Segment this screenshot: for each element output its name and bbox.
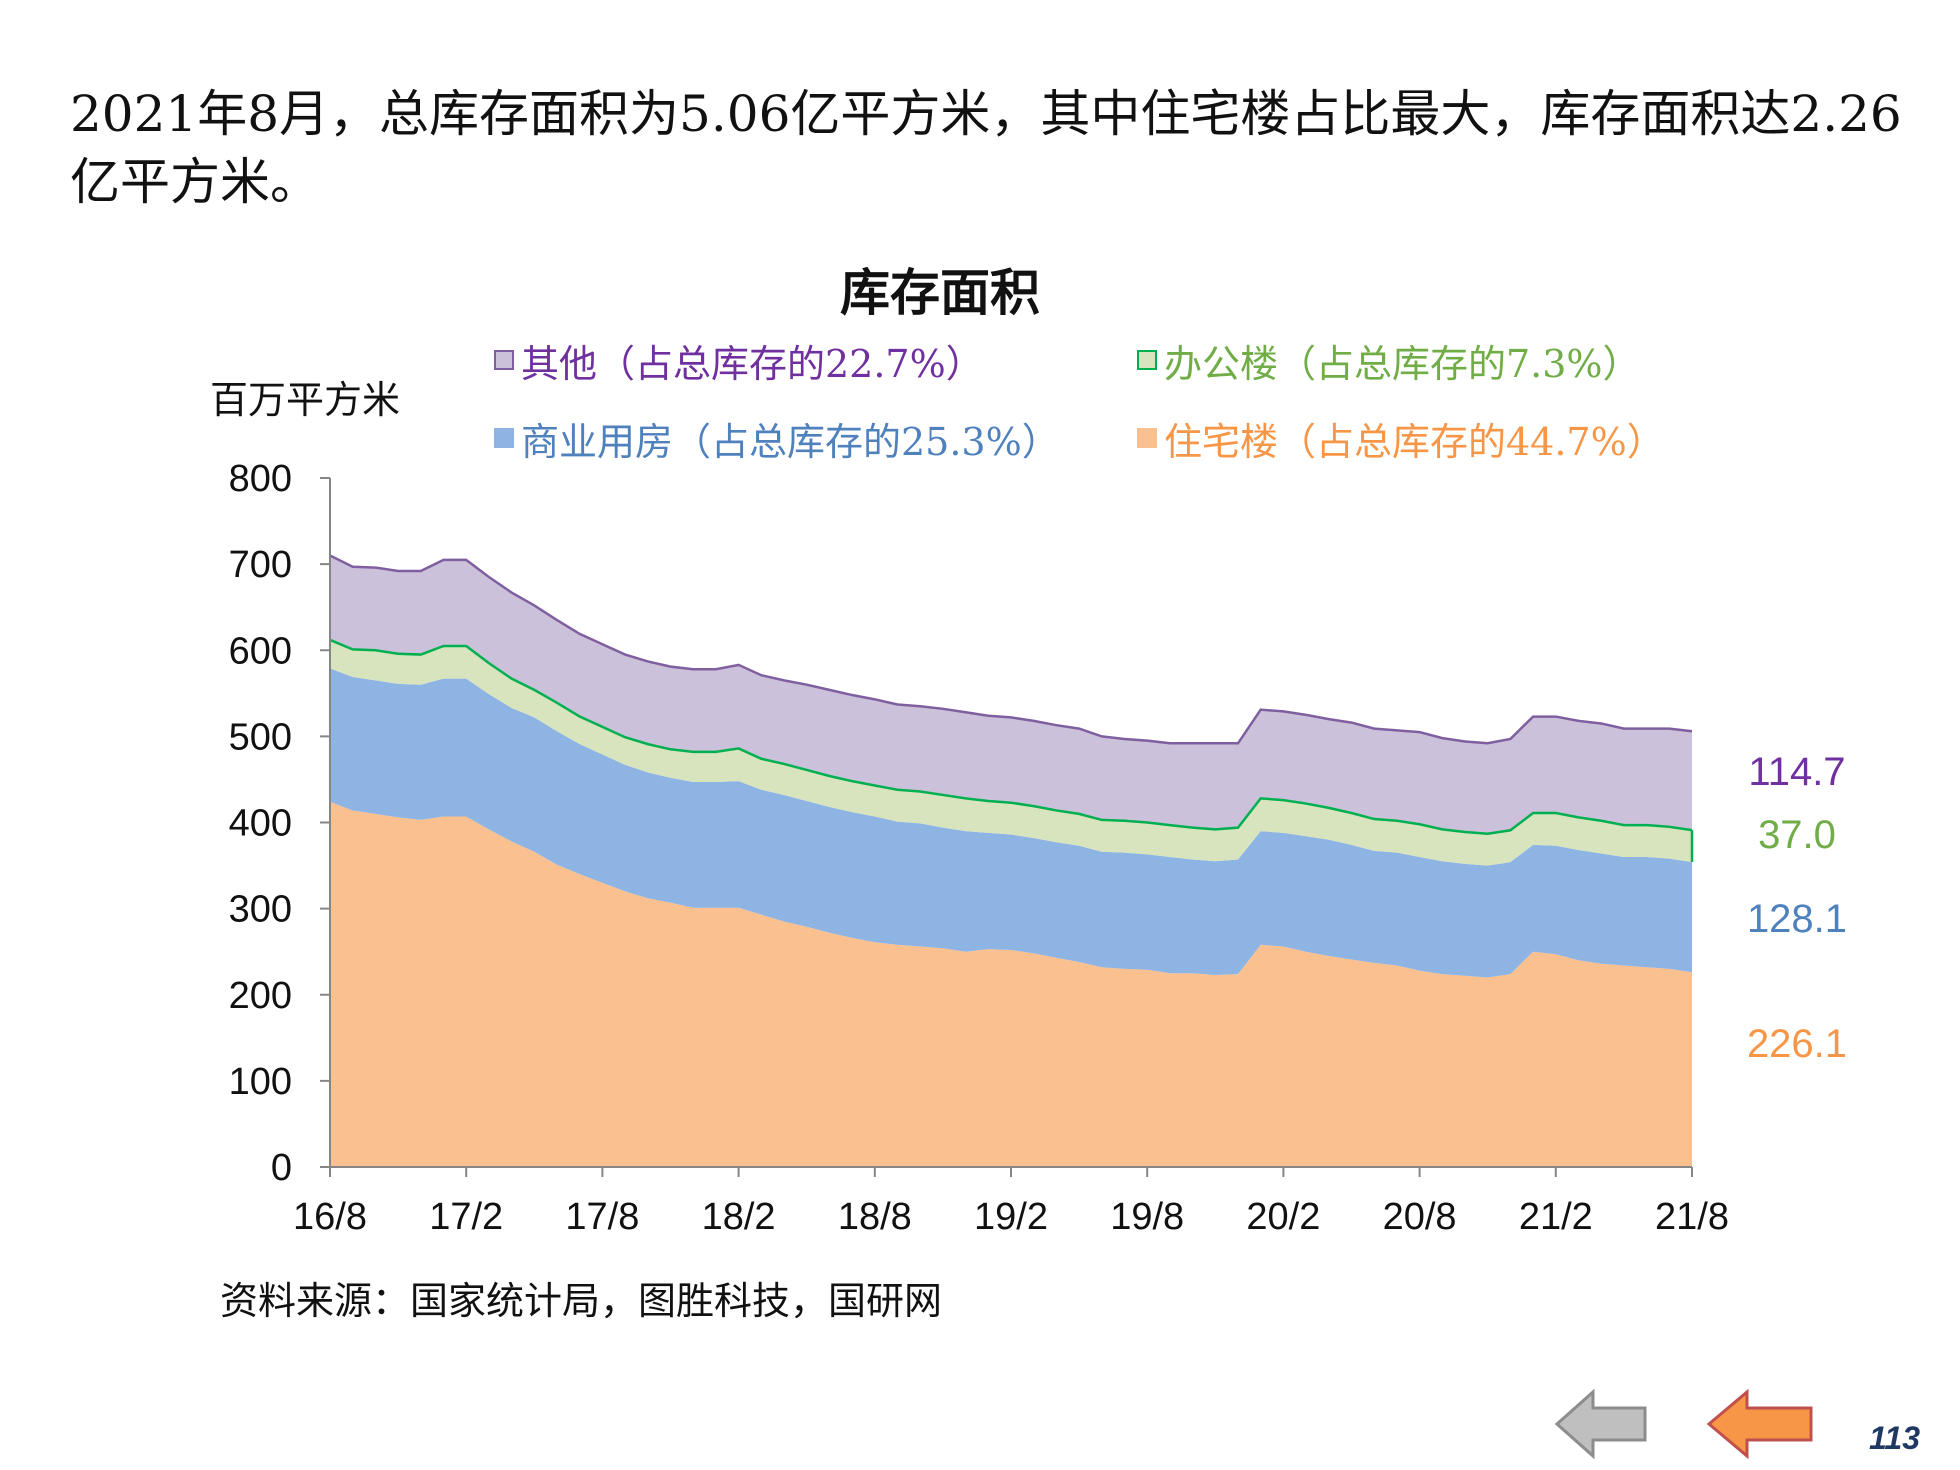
axis-ticks: 0 100 200 300 400 500 600 700 800 16/8 17/2 17/8 18/…: [229, 458, 1729, 1238]
legend-item-office: 办公楼（占总库存的7.3%）: [1137, 342, 1641, 386]
y-tick-label: 400: [229, 803, 292, 845]
x-tick-label: 17/8: [565, 1196, 639, 1238]
y-tick-label: 0: [271, 1147, 292, 1189]
chart-legend: 其他（占总库存的22.7%） 办公楼（占总库存的7.3%） 商业用房（占总库存的25…: [494, 342, 1665, 464]
x-tick-label: 20/2: [1246, 1196, 1320, 1238]
legend-label: 办公楼（占总库存的7.3%）: [1164, 342, 1641, 386]
chart-title: 库存面积: [840, 263, 1040, 322]
y-axis-label: 百万平方米: [210, 378, 400, 422]
y-tick-label: 300: [229, 889, 292, 931]
legend-swatch: [1137, 428, 1157, 448]
area-commercial: [330, 668, 1692, 978]
legend-item-residential: 住宅楼（占总库存的44.7%）: [1137, 420, 1665, 464]
x-tick-label: 20/8: [1383, 1196, 1457, 1238]
summary-text: 2021年8月，总库存面积为5.06亿平方米，其中住宅楼占比最大，库存面积达2.…: [70, 85, 1902, 211]
inventory-area-chart: 库存面积 百万平方米 其他（占总库存的22.7%） 办公楼（占总库存的7.3%） 商…: [210, 263, 1847, 1238]
x-tick-label: 18/2: [702, 1196, 776, 1238]
x-tick-label: 19/8: [1110, 1196, 1184, 1238]
legend-swatch: [494, 350, 514, 370]
y-tick-label: 800: [229, 458, 292, 500]
legend-swatch: [1137, 350, 1157, 370]
legend-label: 其他（占总库存的22.7%）: [521, 342, 984, 386]
area-other: [330, 555, 1692, 834]
x-tick-label: 21/2: [1519, 1196, 1593, 1238]
stacked-areas: [330, 555, 1692, 1167]
y-tick-label: 500: [229, 716, 292, 758]
x-tick-label: 19/2: [974, 1196, 1048, 1238]
y-tick-label: 700: [229, 544, 292, 586]
left-arrow-icon[interactable]: [1555, 1388, 1650, 1460]
legend-item-other: 其他（占总库存的22.7%）: [494, 342, 984, 386]
y-tick-label: 100: [229, 1061, 292, 1103]
area-office: [330, 639, 1692, 866]
legend-label: 住宅楼（占总库存的44.7%）: [1164, 420, 1665, 464]
end-value-labels: 226.1 128.1 37.0 114.7: [1747, 750, 1847, 1066]
y-tick-label: 600: [229, 630, 292, 672]
end-label-commercial: 128.1: [1747, 897, 1847, 941]
end-label-residential: 226.1: [1747, 1022, 1847, 1066]
legend-label: 商业用房（占总库存的25.3%）: [521, 420, 1060, 464]
area-residential: [330, 801, 1692, 1167]
legend-swatch: [494, 428, 514, 448]
source-note: 资料来源：国家统计局，图胜科技，国研网: [220, 1279, 943, 1323]
y-tick-label: 200: [229, 975, 292, 1017]
x-tick-label: 17/2: [429, 1196, 503, 1238]
end-label-office: 37.0: [1758, 813, 1836, 857]
page-number: 113: [1868, 1420, 1920, 1456]
x-tick-label: 16/8: [293, 1196, 367, 1238]
left-arrow-icon[interactable]: [1707, 1388, 1817, 1460]
legend-item-commercial: 商业用房（占总库存的25.3%）: [494, 420, 1060, 464]
x-tick-label: 21/8: [1655, 1196, 1729, 1238]
x-tick-label: 18/8: [838, 1196, 912, 1238]
end-label-other: 114.7: [1748, 750, 1845, 794]
line-office: [329, 638, 1693, 835]
line-other: [329, 554, 1693, 745]
boundary-lines: [329, 554, 1694, 862]
